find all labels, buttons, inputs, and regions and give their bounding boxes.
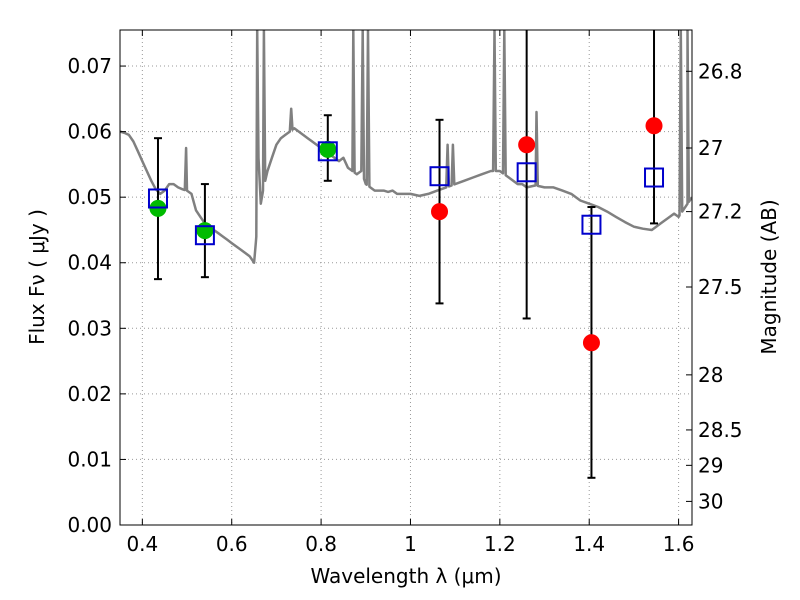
right-axis-tick-label: 30: [698, 489, 723, 513]
y-tick-label: 0.07: [67, 54, 112, 78]
x-tick-label: 0.4: [126, 532, 158, 556]
right-axis-label: Magnitude (AB): [757, 199, 781, 354]
grid: [120, 30, 692, 525]
square-point: [644, 167, 665, 188]
right-axis-tick-label: 27.2: [698, 200, 743, 224]
square-point: [317, 141, 338, 162]
axis-ticks: 0.4 0.6 0.8 1 1.2 1.4 1.6 0.00 0.01 0.02 0.03 0.04 0…: [67, 30, 743, 556]
x-axis-label: Wavelength λ (μm): [310, 564, 501, 588]
square-point: [147, 188, 168, 209]
right-axis-tick-label: 29: [698, 453, 723, 477]
y-tick-label: 0.03: [67, 316, 112, 340]
red-point: [518, 136, 536, 154]
green-point: [196, 222, 214, 240]
y-tick-label: 0.00: [67, 513, 112, 537]
red-point: [645, 117, 663, 135]
square-point: [194, 225, 215, 246]
y-tick-label: 0.06: [67, 120, 112, 144]
square-point: [581, 214, 602, 235]
y-tick-label: 0.04: [67, 251, 112, 275]
right-axis-tick-label: 27.5: [698, 275, 743, 299]
square-point: [516, 162, 537, 183]
x-tick-label: 0.6: [216, 532, 248, 556]
x-tick-label: 0.8: [305, 532, 337, 556]
right-axis-tick-label: 28.5: [698, 418, 743, 442]
y-axis-label: Flux Fν ( μJy ): [25, 209, 49, 345]
y-tick-label: 0.01: [67, 447, 112, 471]
y-tick-label: 0.02: [67, 382, 112, 406]
y-tick-label: 0.05: [67, 185, 112, 209]
red-point: [582, 334, 600, 352]
right-axis-tick-label: 27: [698, 136, 723, 160]
data-markers: [147, 117, 665, 352]
x-tick-label: 1.2: [484, 532, 516, 556]
green-point: [319, 140, 337, 158]
x-tick-label: 1.4: [573, 532, 605, 556]
right-axis-tick-label: 26.8: [698, 59, 743, 83]
square-point: [429, 166, 450, 187]
x-tick-label: 1: [404, 532, 417, 556]
right-axis-tick-label: 28: [698, 363, 723, 387]
red-point: [431, 203, 449, 221]
plot-frame: [119, 29, 693, 526]
x-tick-label: 1.6: [663, 532, 695, 556]
